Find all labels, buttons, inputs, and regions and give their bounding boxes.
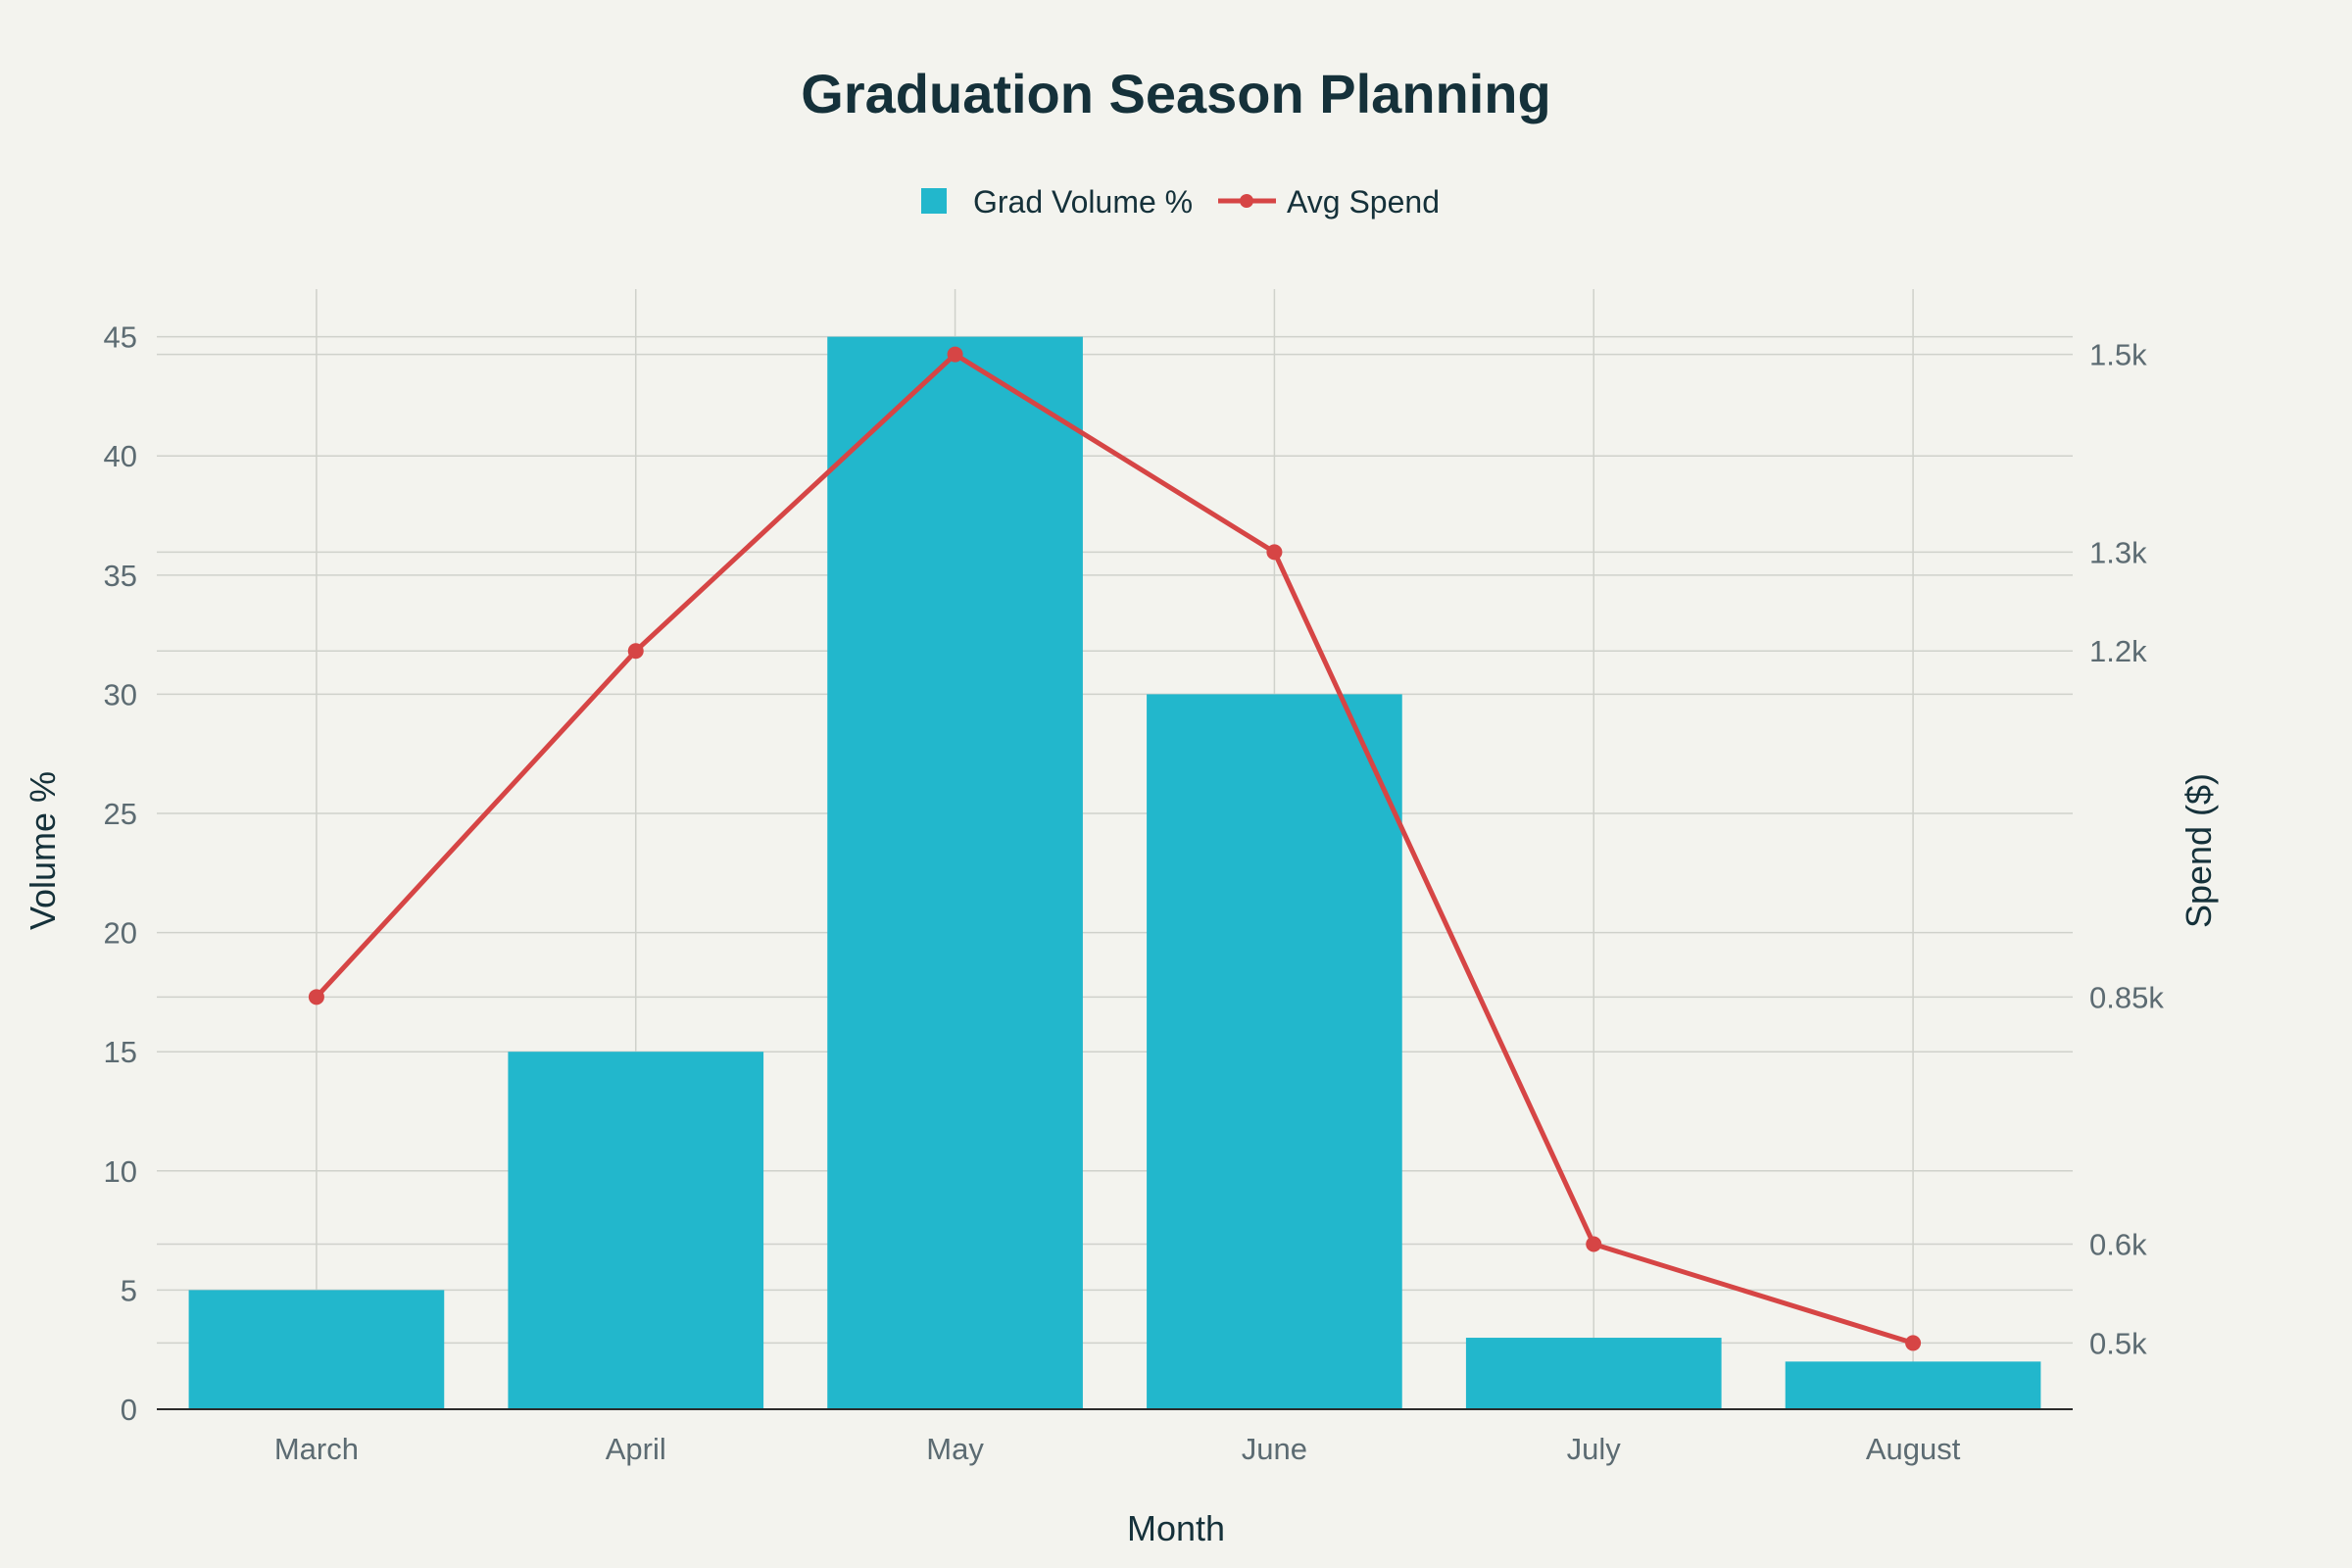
y-tick-label: 5 — [121, 1273, 137, 1307]
legend-label-avg-spend: Avg Spend — [1287, 184, 1440, 220]
spend-point-april — [627, 643, 644, 660]
y2-tick-label: 1.2k — [2089, 634, 2147, 668]
x-tick-label: April — [606, 1432, 666, 1466]
y2-tick-label: 0.6k — [2089, 1228, 2147, 1262]
legend-marker-avg-spend — [1240, 194, 1253, 208]
bar-july — [1465, 1338, 1722, 1409]
bar-august — [1785, 1361, 2041, 1409]
y-tick-label: 15 — [104, 1035, 137, 1069]
y2-tick-label: 1.5k — [2089, 338, 2147, 372]
y-tick-label: 20 — [104, 916, 137, 951]
spend-point-august — [1905, 1335, 1922, 1351]
spend-point-july — [1586, 1236, 1602, 1252]
y2-tick-label: 1.3k — [2089, 535, 2147, 569]
y2-axis-ticks: 0.5k 0.6k 0.85k 1.2k 1.3k 1.5k — [2089, 338, 2164, 1361]
y-tick-label: 40 — [104, 439, 137, 473]
x-tick-label: June — [1242, 1432, 1307, 1466]
x-tick-label: May — [926, 1432, 984, 1466]
bars — [188, 336, 2041, 1409]
y-tick-label: 30 — [104, 677, 137, 711]
legend-swatch-grad-volume — [921, 188, 947, 214]
x-tick-label: August — [1866, 1432, 1961, 1466]
x-axis-title: Month — [1127, 1508, 1225, 1548]
y-axis-title: Volume % — [23, 771, 63, 930]
grid — [157, 289, 2073, 1409]
spend-point-march — [308, 989, 324, 1005]
spend-line — [308, 346, 1922, 1351]
bar-june — [1147, 694, 1402, 1409]
x-axis-ticks: March April May June July August — [274, 1432, 1961, 1466]
bar-march — [188, 1290, 445, 1409]
y-tick-label: 25 — [104, 797, 137, 831]
spend-point-may — [947, 346, 963, 363]
y-tick-label: 10 — [104, 1154, 137, 1189]
legend: Grad Volume % Avg Spend — [921, 184, 1440, 220]
chart-title: Graduation Season Planning — [801, 63, 1550, 124]
legend-label-grad-volume: Grad Volume % — [973, 184, 1193, 220]
spend-point-june — [1266, 544, 1283, 561]
y-tick-label: 35 — [104, 559, 137, 593]
x-tick-label: March — [274, 1432, 359, 1466]
bar-may — [827, 336, 1083, 1409]
y-tick-label: 45 — [104, 320, 137, 355]
bar-april — [508, 1052, 764, 1409]
y-axis-ticks: 0 5 10 15 20 25 30 35 40 45 — [104, 320, 137, 1427]
avg-spend-line — [315, 352, 1914, 1346]
y2-axis-title: Spend ($) — [2179, 773, 2219, 928]
y2-tick-label: 0.85k — [2089, 980, 2164, 1014]
y2-tick-label: 0.5k — [2089, 1326, 2147, 1360]
y-tick-label: 0 — [121, 1393, 137, 1427]
x-tick-label: July — [1567, 1432, 1622, 1466]
